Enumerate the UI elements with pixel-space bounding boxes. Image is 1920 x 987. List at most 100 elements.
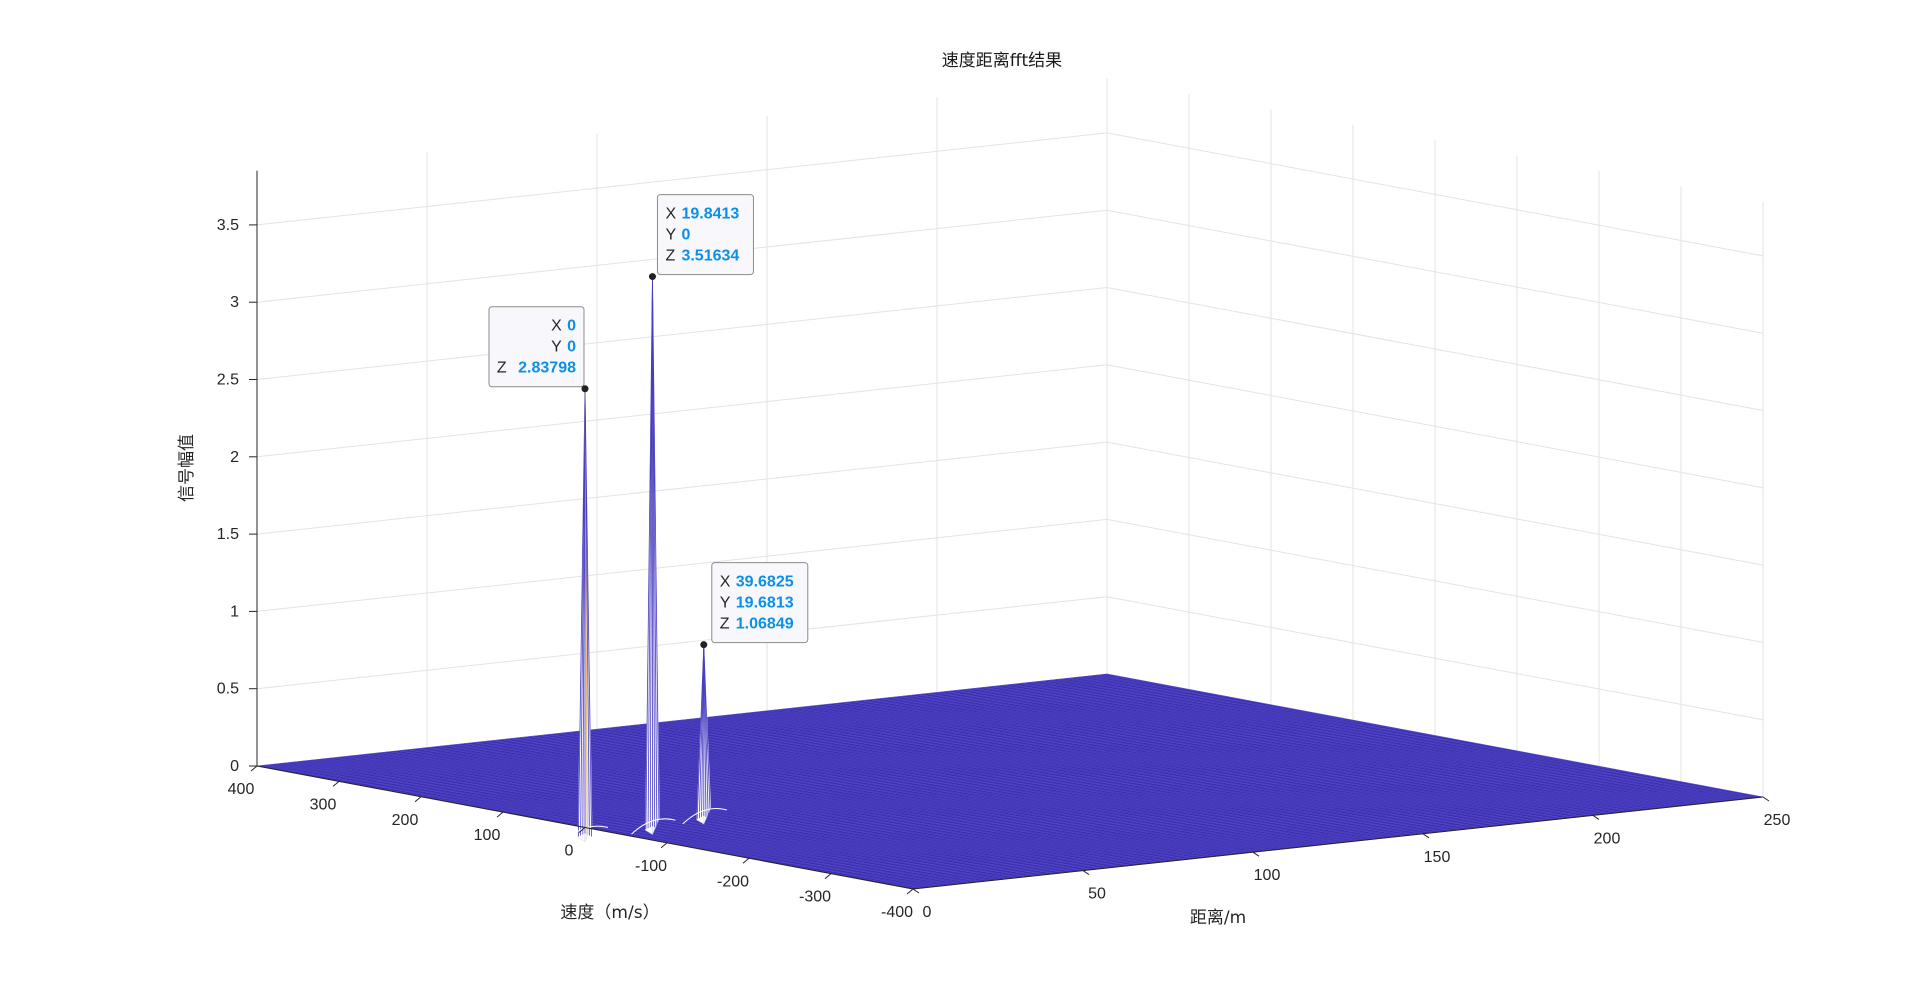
surface-mesh-line: [683, 753, 1534, 847]
surface-mesh-line: [770, 770, 1621, 863]
surface-mesh-line: [399, 700, 1250, 793]
x-tick: [1592, 814, 1600, 820]
surface-mesh-line: [338, 689, 1190, 782]
surface-mesh-line: [502, 719, 1354, 813]
surface-mesh-line: [579, 734, 1430, 827]
surface-mesh-line: [415, 703, 1266, 796]
y-axis-label: 速度（m/s）: [560, 903, 659, 923]
surface-mesh-line: [262, 674, 1113, 768]
surface-mesh-line: [284, 678, 1135, 772]
surface-mesh-line: [530, 725, 1381, 818]
y-tick: [742, 857, 750, 864]
surface-mesh-line: [311, 684, 1162, 777]
surface-mesh-line: [858, 786, 1709, 879]
surface-mesh-line: [809, 777, 1660, 870]
surface-mesh-line: [814, 778, 1665, 871]
surface-mesh-line: [344, 690, 1195, 783]
y-tick: [250, 765, 258, 772]
z-tick-label: 0.5: [217, 681, 239, 698]
surface-mesh-line: [459, 711, 1310, 805]
surface-mesh-line: [650, 747, 1501, 841]
surface-mesh-line: [825, 780, 1676, 873]
surface-mesh-line: [574, 733, 1425, 826]
surface-mesh-line: [289, 679, 1140, 773]
peak-edge: [652, 276, 660, 830]
surface-mesh-line: [306, 683, 1157, 776]
datatip-key: Z: [720, 616, 730, 633]
surface-mesh-line: [634, 744, 1485, 837]
surface-mesh-line: [267, 675, 1118, 769]
surface-mesh-line: [377, 696, 1228, 789]
grid-line: [256, 441, 1764, 566]
surface-mesh-line: [388, 698, 1239, 791]
grid-line: [256, 518, 1764, 643]
y-tick-label: -400: [881, 904, 913, 921]
x-tick: [1762, 796, 1770, 802]
surface-mesh-line: [792, 774, 1643, 867]
datatip-key: Z: [665, 248, 675, 265]
surface-mesh-line: [623, 742, 1474, 835]
datatip-marker: [648, 273, 656, 281]
surface-mesh-line: [317, 685, 1168, 778]
peak-skirt: [631, 818, 676, 835]
datatip[interactable]: X 39.6825 Y 19.6813 Z 1.06849: [700, 562, 809, 649]
surface-mesh-line: [300, 681, 1151, 775]
surface-mesh-line: [902, 794, 1753, 888]
surface-mesh-line: [524, 724, 1375, 817]
surface-mesh-line: [497, 718, 1348, 812]
surface-mesh-line: [295, 680, 1146, 774]
z-tick-label: 3.5: [217, 217, 239, 234]
datatip-key: Z: [497, 360, 507, 377]
x-tick-label: 150: [1424, 849, 1451, 866]
surface-mesh-line: [830, 781, 1682, 874]
z-tick-label: 3: [230, 294, 239, 311]
surface-mesh-line: [486, 716, 1337, 810]
surface-mesh-line: [874, 789, 1725, 883]
surface-mesh-line: [694, 755, 1545, 849]
surface-mesh-line: [645, 746, 1496, 839]
surface-mesh-line: [349, 691, 1200, 784]
datatip-value: 1.06849: [736, 616, 794, 633]
surface-mesh-line: [863, 787, 1714, 880]
surface-mesh-line: [688, 754, 1539, 848]
surface-mesh-line: [721, 760, 1572, 854]
z-tick-label: 2: [230, 449, 239, 466]
y-tick: [332, 780, 340, 787]
surface-mesh-line: [732, 762, 1583, 856]
peak-edge: [584, 388, 592, 837]
surface-mesh-line: [366, 694, 1217, 787]
surface-mesh-line: [628, 743, 1479, 836]
surface-mesh-line: [716, 759, 1567, 853]
z-tick-label: 2.5: [217, 372, 239, 389]
datatip-box: [711, 562, 809, 644]
datatip-marker: [581, 385, 589, 393]
surface-mesh-line: [475, 714, 1326, 808]
z-axis-label: 信号幅值: [177, 434, 197, 502]
x-tick-label: 200: [1594, 830, 1621, 847]
y-tick: [824, 873, 832, 880]
surface-mesh-line: [410, 702, 1261, 795]
surface-mesh-line: [738, 763, 1589, 857]
surface-mesh-line: [798, 775, 1649, 868]
surface-mesh-line: [541, 727, 1392, 820]
surface-mesh-line: [328, 687, 1179, 780]
surface-mesh-line: [754, 767, 1605, 860]
surface-mesh-line: [470, 713, 1321, 807]
datatip[interactable]: X 19.8413 Y 0Z 3.51634: [648, 194, 754, 281]
surface-mesh-line: [776, 771, 1627, 864]
surface-mesh-line: [333, 688, 1184, 781]
datatip-value: 0: [681, 227, 690, 244]
datatip-value: 0: [567, 339, 576, 356]
surface-peak: [682, 644, 727, 825]
surface-mesh-line: [656, 748, 1507, 842]
surface-mesh-line: [699, 756, 1550, 850]
datatip-box: [656, 194, 754, 276]
y-tick-label: 400: [228, 781, 255, 798]
surface-mesh-line: [836, 782, 1687, 875]
z-tick-label: 1.5: [217, 526, 239, 543]
surface-mesh-line: [885, 791, 1736, 885]
datatip-value: 2.83798: [518, 360, 576, 377]
datatip-value: 3.51634: [681, 248, 739, 265]
